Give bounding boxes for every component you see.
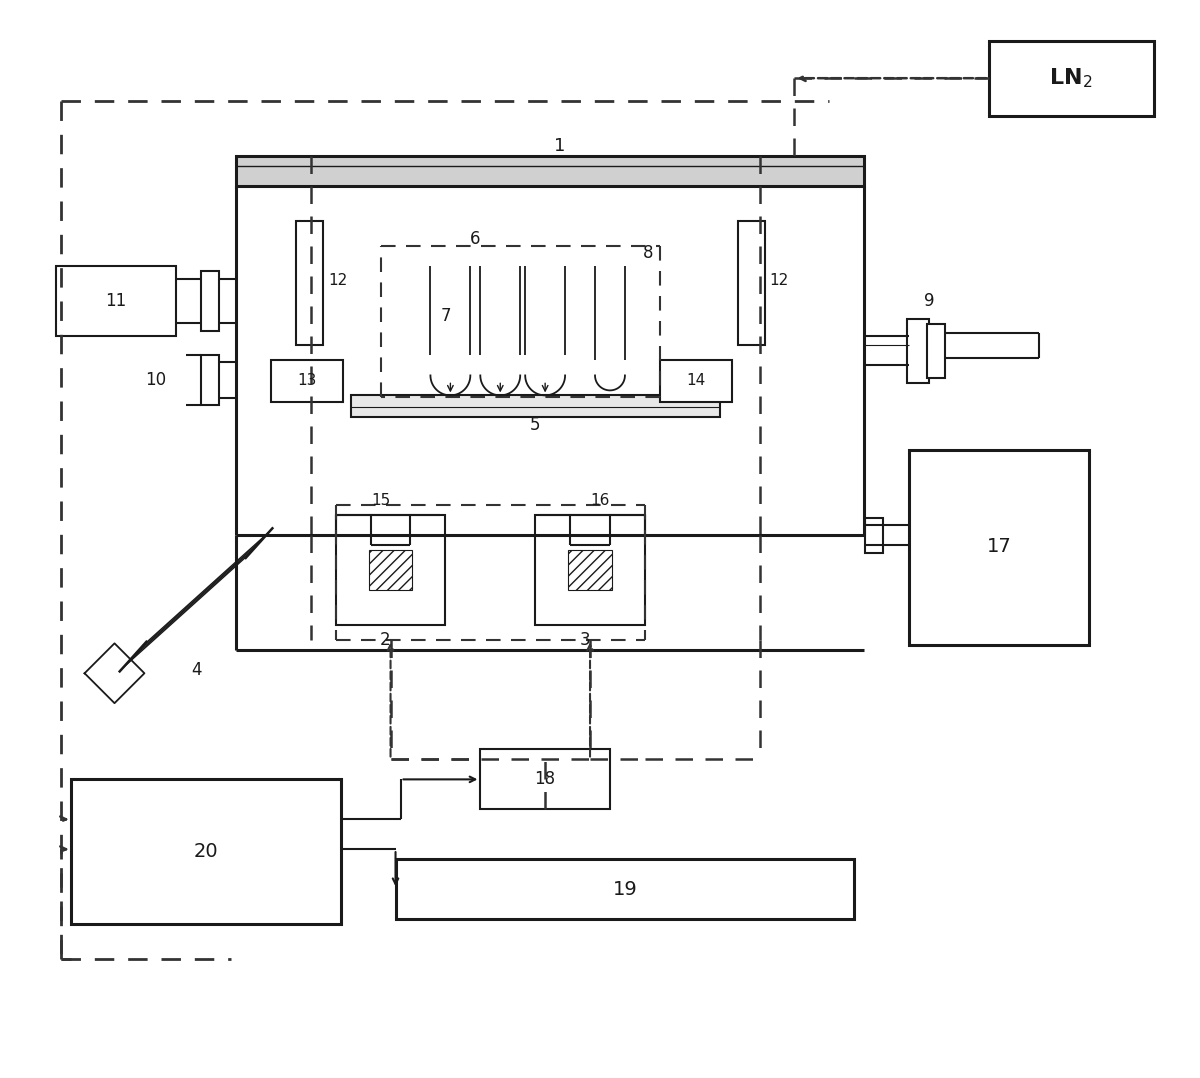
Bar xyxy=(202,271,218,331)
Bar xyxy=(271,360,343,402)
Text: 4: 4 xyxy=(191,661,202,679)
Text: 1: 1 xyxy=(554,137,565,155)
Bar xyxy=(907,319,929,384)
Text: 15: 15 xyxy=(371,493,390,508)
Bar xyxy=(928,323,946,378)
Bar xyxy=(336,515,445,625)
Text: 19: 19 xyxy=(612,880,637,899)
Text: 13: 13 xyxy=(298,373,317,388)
Bar xyxy=(202,356,218,405)
Text: 14: 14 xyxy=(686,373,706,388)
Bar xyxy=(236,156,864,185)
Text: 18: 18 xyxy=(534,771,556,788)
Bar xyxy=(396,859,854,920)
Text: 9: 9 xyxy=(924,292,935,309)
Text: 12: 12 xyxy=(329,273,348,288)
Text: LN$_2$: LN$_2$ xyxy=(1049,67,1092,89)
Text: 7: 7 xyxy=(440,306,451,324)
Bar xyxy=(480,749,610,810)
Text: 20: 20 xyxy=(193,842,218,860)
Text: 16: 16 xyxy=(590,493,610,508)
Bar xyxy=(568,550,612,590)
Bar xyxy=(660,360,732,402)
Text: 11: 11 xyxy=(106,292,127,309)
Bar xyxy=(295,221,323,346)
Bar xyxy=(910,451,1088,645)
Bar xyxy=(738,221,764,346)
Bar xyxy=(350,396,720,417)
Text: 2: 2 xyxy=(380,631,391,649)
Text: 12: 12 xyxy=(769,273,788,288)
Text: 10: 10 xyxy=(145,372,166,389)
Text: 8: 8 xyxy=(643,244,653,262)
Bar xyxy=(71,779,341,924)
Bar xyxy=(535,515,644,625)
Bar xyxy=(989,41,1153,116)
Text: 6: 6 xyxy=(470,230,480,248)
Text: 17: 17 xyxy=(986,538,1012,556)
Text: 5: 5 xyxy=(530,416,540,434)
Bar xyxy=(56,265,176,335)
Bar xyxy=(368,550,413,590)
Bar xyxy=(865,519,883,553)
Text: 3: 3 xyxy=(580,631,590,649)
